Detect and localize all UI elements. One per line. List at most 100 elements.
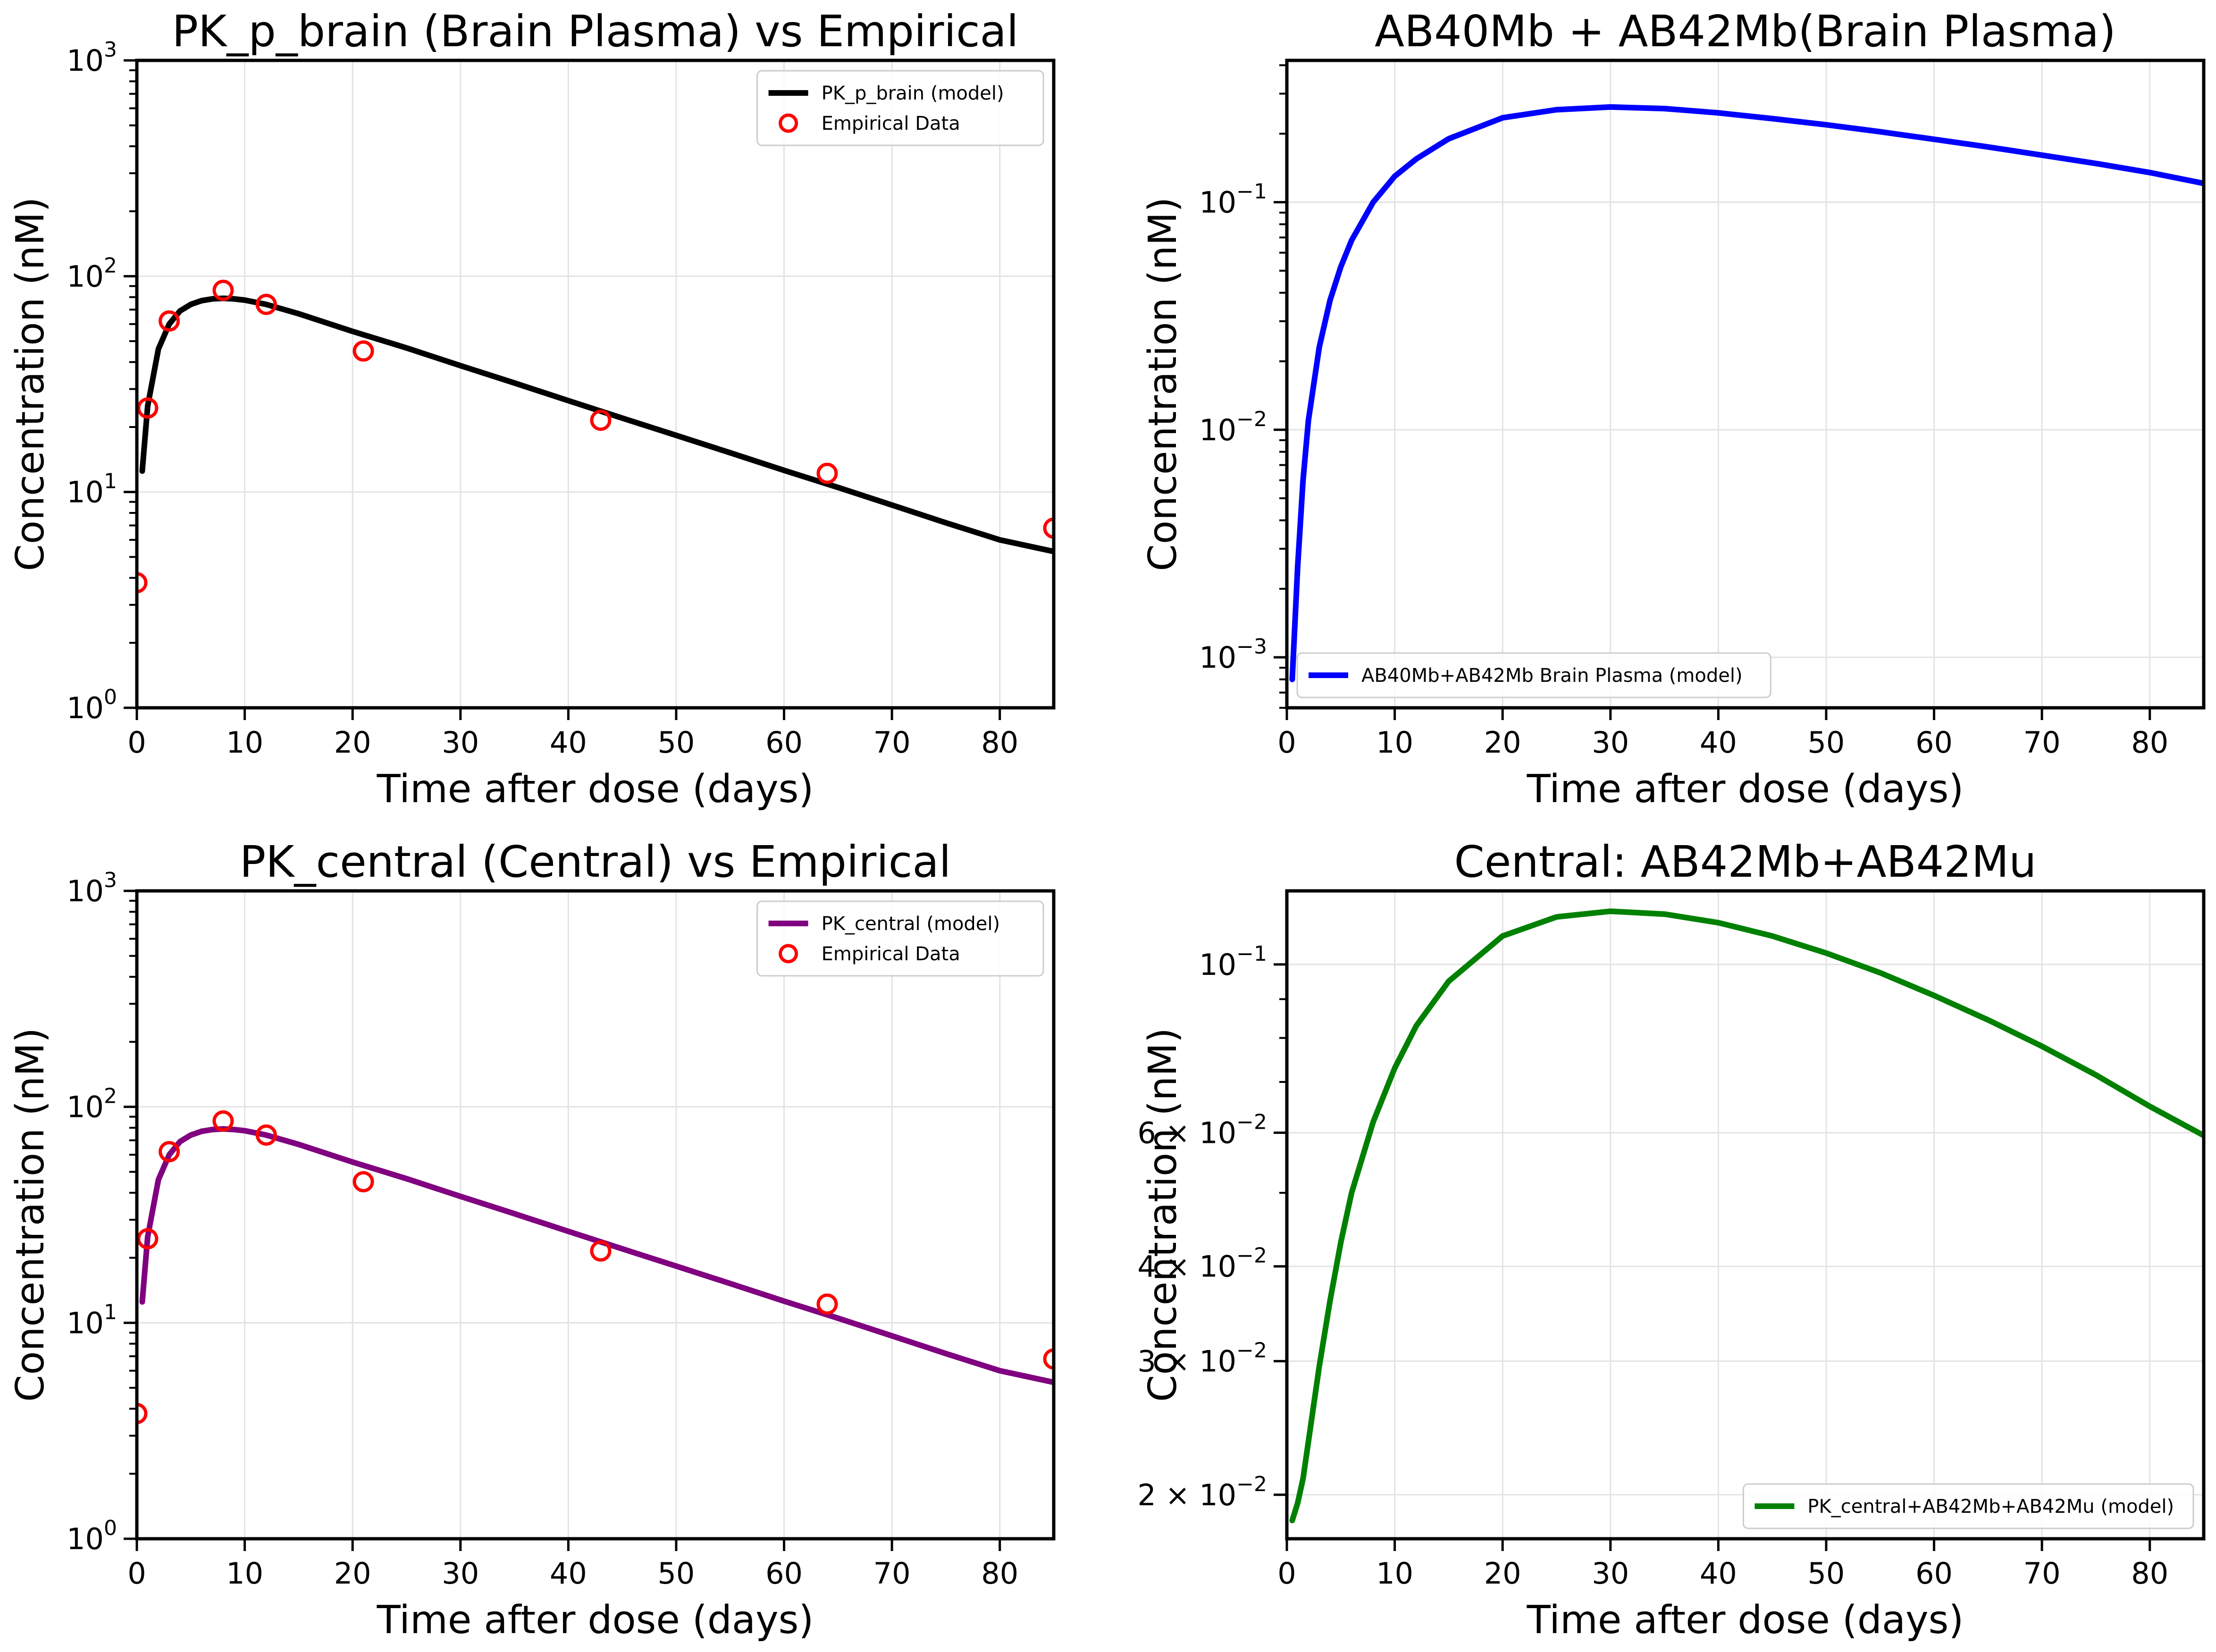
x-tick-label: 50 xyxy=(1807,1556,1845,1591)
data-point xyxy=(212,1110,234,1132)
legend-label: PK_central+AB42Mb+AB42Mu (model) xyxy=(1807,1496,2174,1518)
y-tick-base: 10 xyxy=(1199,640,1236,675)
data-point xyxy=(137,1228,159,1249)
legend-marker-swatch xyxy=(779,113,798,133)
series-line xyxy=(1289,104,2204,682)
y-axis-label: Concentration (nM) xyxy=(8,197,53,571)
y-tick-exponent: 2 xyxy=(104,253,117,277)
data-point xyxy=(1043,517,1054,539)
x-axis-label: Time after dose (days) xyxy=(1527,767,1964,812)
y-tick-base: 3 × 10 xyxy=(1137,1344,1236,1379)
y-tick-label: 4 × 10−2 xyxy=(1137,1244,1267,1284)
data-point xyxy=(1043,1348,1054,1370)
data-point xyxy=(590,410,612,431)
x-tick-label: 60 xyxy=(1915,1556,1953,1591)
y-tick-base: 4 × 10 xyxy=(1137,1249,1236,1284)
y-tick-exponent: 0 xyxy=(104,685,117,709)
legend-box xyxy=(1296,652,1771,698)
y-tick-base: 10 xyxy=(1199,413,1236,447)
x-tick-label: 0 xyxy=(127,725,146,760)
x-tick-label: 70 xyxy=(873,1556,911,1591)
y-tick-exponent: −1 xyxy=(1236,942,1267,966)
y-tick-base: 10 xyxy=(67,1090,104,1124)
y-tick-base: 10 xyxy=(67,1522,104,1556)
y-tick-base: 10 xyxy=(67,691,104,725)
y-tick-exponent: 2 xyxy=(104,1084,117,1108)
y-tick-base: 10 xyxy=(67,874,104,908)
chart-panel-4: 0 10 20 30 40 50 60 70 802 × 10−23 × 10−24 × 10−… xyxy=(1137,837,2206,1643)
y-axis-label: Concentration (nM) xyxy=(8,1028,53,1402)
grid xyxy=(1286,891,2204,1539)
legend-box xyxy=(756,70,1044,146)
x-axis-label: Time after dose (days) xyxy=(377,1598,814,1643)
legend-box xyxy=(1742,1483,2194,1529)
y-tick-exponent: −2 xyxy=(1236,1244,1267,1268)
y-tick-exponent: 1 xyxy=(104,470,117,494)
x-tick-label: 20 xyxy=(334,1556,371,1591)
series-line xyxy=(139,1126,1054,1385)
x-tick-label: 30 xyxy=(1592,725,1629,760)
y-tick-exponent: −2 xyxy=(1236,1110,1267,1134)
x-tick-label: 30 xyxy=(442,725,479,760)
y-tick-label: 100 xyxy=(67,685,117,725)
x-tick-label: 10 xyxy=(226,725,263,760)
y-tick-label: 10−3 xyxy=(1199,635,1267,675)
data-point xyxy=(137,397,159,419)
legend-box xyxy=(756,900,1044,977)
y-tick-exponent: 3 xyxy=(104,868,117,892)
x-tick-label: 60 xyxy=(1915,725,1953,760)
y-tick-label: 102 xyxy=(67,1084,117,1124)
y-tick-label: 101 xyxy=(67,470,117,510)
legend-label: PK_p_brain (model) xyxy=(822,83,1004,104)
axes-frame xyxy=(135,59,1056,710)
data-point xyxy=(255,1124,277,1146)
x-tick-label: 40 xyxy=(550,1556,587,1591)
y-tick-label: 103 xyxy=(67,38,117,78)
x-tick-label: 0 xyxy=(1277,725,1296,760)
legend-label: PK_central (model) xyxy=(822,913,1000,935)
plot-area xyxy=(137,1110,1054,1425)
x-tick-label: 0 xyxy=(1277,1556,1296,1591)
series-line xyxy=(1289,908,2204,1524)
x-tick-label: 10 xyxy=(1376,725,1413,760)
x-tick-label: 80 xyxy=(981,1556,1018,1591)
data-point xyxy=(255,294,277,315)
y-tick-label: 10−2 xyxy=(1199,407,1267,447)
x-tick-label: 0 xyxy=(127,1556,146,1591)
x-tick-label: 70 xyxy=(873,725,911,760)
x-tick-label: 30 xyxy=(442,1556,479,1591)
y-tick-label: 103 xyxy=(67,868,117,908)
y-tick-exponent: −2 xyxy=(1236,1339,1267,1363)
plot-area xyxy=(1289,908,2204,1524)
x-tick-label: 50 xyxy=(1807,725,1845,760)
y-tick-exponent: 3 xyxy=(104,38,117,62)
y-tick-exponent: −3 xyxy=(1236,635,1267,659)
y-tick-exponent: 1 xyxy=(104,1300,117,1324)
x-tick-label: 40 xyxy=(1700,725,1737,760)
y-tick-exponent: −2 xyxy=(1236,407,1267,431)
data-point xyxy=(816,1293,838,1315)
x-tick-label: 60 xyxy=(765,725,803,760)
data-point xyxy=(137,572,148,594)
x-tick-label: 40 xyxy=(550,725,587,760)
grid xyxy=(136,59,1054,709)
y-tick-base: 10 xyxy=(67,1306,104,1340)
legend: PK_central (model) Empirical Data xyxy=(756,900,1044,977)
plot-area xyxy=(1289,104,2204,682)
x-axis-label: Time after dose (days) xyxy=(1527,1598,1964,1643)
y-tick-label: 10−1 xyxy=(1199,942,1267,982)
x-tick-label: 20 xyxy=(334,725,371,760)
x-tick-label: 60 xyxy=(765,1556,803,1591)
x-tick-label: 70 xyxy=(2023,725,2061,760)
y-tick-exponent: −1 xyxy=(1236,180,1267,204)
axes-frame xyxy=(135,889,1056,1541)
x-tick-label: 40 xyxy=(1700,1556,1737,1591)
axes-frame xyxy=(1285,889,2206,1541)
x-tick-label: 70 xyxy=(2023,1556,2061,1591)
data-point xyxy=(353,340,374,362)
x-tick-label: 80 xyxy=(2131,725,2168,760)
y-tick-label: 3 × 10−2 xyxy=(1137,1339,1267,1379)
